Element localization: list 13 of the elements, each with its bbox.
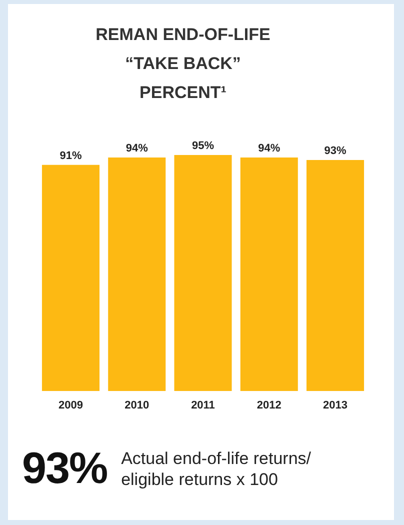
x-tick-label: 2013 bbox=[323, 400, 348, 412]
x-tick-label: 2010 bbox=[124, 400, 150, 412]
data-label: 94% bbox=[126, 142, 148, 154]
text: Actual end-of-life returns/ eligible returns x 100 bbox=[121, 448, 312, 490]
x-tick-label: 2009 bbox=[58, 400, 83, 412]
x-tick-label: 2012 bbox=[256, 400, 282, 412]
text: 93% bbox=[22, 444, 108, 494]
data-label: 95% bbox=[192, 140, 214, 152]
data-label: 91% bbox=[60, 150, 82, 162]
chart-title: REMAN END-OF-LIFE “TAKE BACK” PERCENT¹ bbox=[96, 25, 270, 102]
x-tick-label: 2011 bbox=[191, 400, 215, 412]
data-label: 93% bbox=[324, 144, 346, 157]
data-label: 94% bbox=[258, 142, 280, 154]
